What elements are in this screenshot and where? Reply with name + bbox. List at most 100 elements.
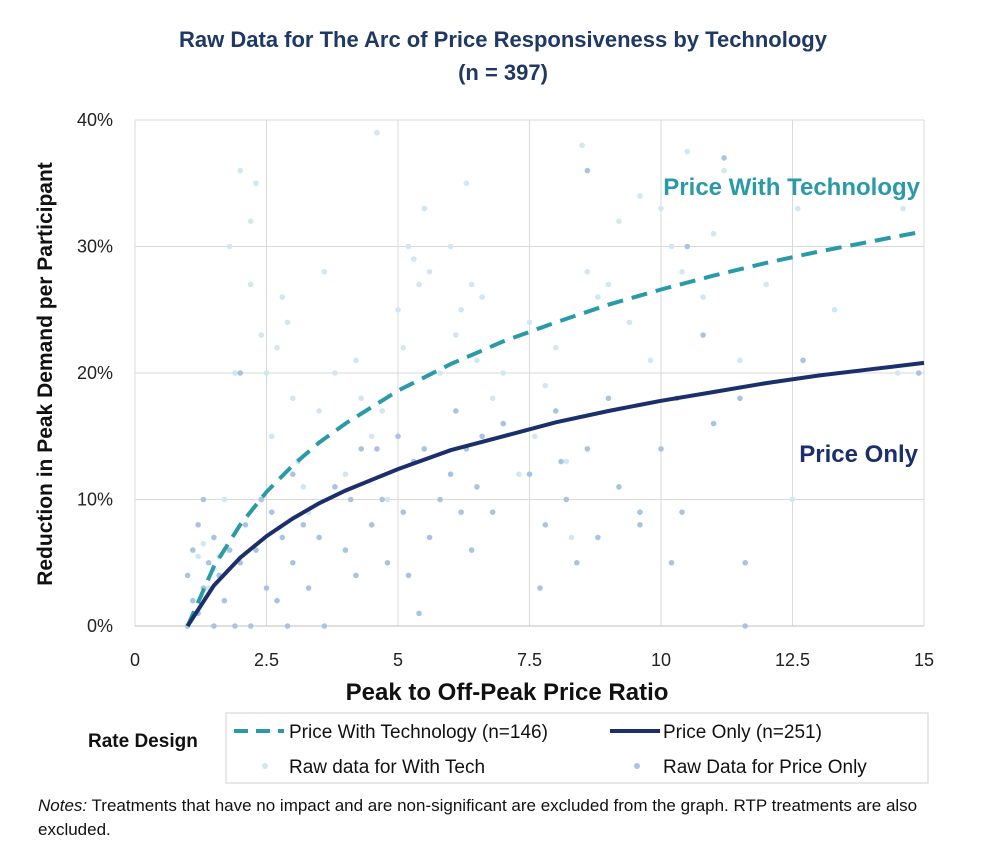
data-point-raw-data-for-with-tech — [395, 306, 401, 313]
data-point-raw-data-for-with-tech — [379, 408, 386, 414]
data-point-raw-data-for-price-only — [737, 395, 743, 402]
data-point-raw-data-for-with-tech — [426, 269, 433, 275]
data-point-raw-data-for-with-tech — [274, 344, 280, 351]
data-point-raw-data-for-price-only — [584, 446, 591, 452]
data-point-raw-data-for-price-only — [500, 420, 507, 427]
data-point-raw-data-for-price-only — [395, 433, 401, 440]
scatter-points — [184, 129, 922, 629]
data-point-raw-data-for-price-only — [574, 559, 580, 566]
data-point-raw-data-for-with-tech — [526, 319, 533, 326]
data-point-raw-data-for-with-tech — [737, 357, 743, 364]
data-point-raw-data-for-price-only — [342, 547, 349, 553]
data-point-raw-data-for-price-only — [453, 408, 459, 414]
fit-lines — [185, 229, 925, 628]
data-point-raw-data-for-with-tech — [253, 180, 259, 187]
data-point-raw-data-for-with-tech — [605, 281, 612, 288]
data-point-raw-data-for-with-tech — [453, 332, 459, 338]
data-point-raw-data-for-with-tech — [410, 256, 417, 262]
fit-line-with-technology — [185, 229, 925, 627]
data-point-raw-data-for-with-tech — [200, 540, 207, 547]
legend-label-raw-with-tech: Raw data for With Tech — [289, 757, 485, 778]
data-point-raw-data-for-with-tech — [279, 294, 286, 300]
data-point-raw-data-for-price-only — [190, 597, 196, 604]
data-point-raw-data-for-with-tech — [794, 205, 801, 212]
data-point-raw-data-for-price-only — [742, 623, 748, 629]
legend-label-raw-price-only: Raw Data for Price Only — [663, 757, 867, 778]
data-point-raw-data-for-with-tech — [421, 205, 428, 212]
data-point-raw-data-for-price-only — [184, 572, 191, 579]
data-point-raw-data-for-price-only — [537, 585, 543, 591]
data-point-raw-data-for-with-tech — [668, 243, 675, 250]
data-point-raw-data-for-with-tech — [290, 395, 296, 402]
data-point-raw-data-for-price-only — [316, 534, 322, 541]
data-point-raw-data-for-with-tech — [416, 281, 422, 288]
data-point-raw-data-for-with-tech — [894, 370, 901, 376]
data-point-raw-data-for-price-only — [211, 623, 217, 629]
data-point-raw-data-for-price-only — [637, 509, 643, 515]
legend-label-price-only: Price Only (n=251) — [663, 722, 822, 743]
data-point-raw-data-for-price-only — [305, 585, 312, 591]
x-tick-label: 10 — [651, 650, 671, 670]
data-point-raw-data-for-price-only — [458, 509, 464, 515]
data-point-raw-data-for-price-only — [347, 496, 354, 503]
data-point-raw-data-for-with-tech — [332, 370, 338, 376]
data-point-raw-data-for-price-only — [290, 559, 296, 566]
x-tick-label: 7.5 — [517, 650, 542, 670]
data-point-raw-data-for-with-tech — [342, 471, 349, 478]
data-point-raw-data-for-with-tech — [568, 534, 575, 541]
legend-marker-raw-price-only — [634, 763, 640, 769]
data-point-raw-data-for-with-tech — [247, 281, 254, 288]
x-tick-label: 15 — [914, 650, 934, 670]
data-point-raw-data-for-price-only — [200, 496, 207, 503]
data-point-raw-data-for-with-tech — [374, 129, 380, 136]
data-point-raw-data-for-with-tech — [679, 269, 685, 275]
data-point-raw-data-for-with-tech — [268, 433, 275, 440]
data-point-raw-data-for-price-only — [268, 509, 275, 515]
data-point-raw-data-for-price-only — [211, 534, 217, 541]
y-tick-label: 0% — [87, 616, 113, 636]
data-point-raw-data-for-price-only — [195, 522, 201, 528]
annotation-price-with-technology: Price With Technology — [663, 174, 920, 201]
data-point-raw-data-for-price-only — [358, 446, 364, 452]
data-point-raw-data-for-price-only — [595, 534, 601, 541]
data-point-raw-data-for-with-tech — [358, 395, 364, 402]
data-point-raw-data-for-with-tech — [500, 370, 507, 376]
data-point-raw-data-for-with-tech — [221, 496, 228, 503]
data-point-raw-data-for-price-only — [426, 534, 433, 541]
data-point-raw-data-for-with-tech — [763, 281, 769, 288]
data-point-raw-data-for-price-only — [553, 408, 559, 414]
data-point-raw-data-for-price-only — [368, 522, 375, 528]
y-tick-label: 10% — [77, 490, 113, 510]
data-point-raw-data-for-with-tech — [368, 433, 375, 440]
data-point-raw-data-for-price-only — [479, 433, 485, 440]
data-point-raw-data-for-with-tech — [489, 395, 496, 402]
y-tick-label: 20% — [77, 363, 113, 383]
x-tick-label: 0 — [130, 650, 140, 670]
legend-marker-raw-with-tech — [262, 763, 268, 769]
data-point-raw-data-for-with-tech — [553, 344, 559, 351]
data-point-raw-data-for-with-tech — [700, 294, 706, 300]
data-point-raw-data-for-price-only — [384, 559, 391, 566]
data-point-raw-data-for-price-only — [290, 471, 296, 478]
notes-label: Notes: — [38, 796, 88, 815]
data-point-raw-data-for-price-only — [700, 332, 706, 338]
y-tick-label: 40% — [77, 110, 113, 130]
data-point-raw-data-for-with-tech — [474, 357, 480, 364]
x-tick-label: 5 — [393, 650, 403, 670]
data-point-raw-data-for-price-only — [605, 395, 612, 402]
x-axis-label: Peak to Off-Peak Price Ratio — [346, 679, 669, 706]
chart-title: Raw Data for The Arc of Price Responsive… — [179, 27, 828, 52]
data-point-raw-data-for-with-tech — [684, 148, 691, 155]
data-point-raw-data-for-price-only — [616, 484, 622, 490]
chart: Raw Data for The Arc of Price Responsive… — [34, 27, 934, 784]
data-point-raw-data-for-price-only — [474, 484, 480, 490]
data-point-raw-data-for-price-only — [190, 547, 196, 553]
x-tick-label: 12.5 — [775, 650, 810, 670]
y-tick-label: 30% — [77, 237, 113, 257]
data-point-raw-data-for-price-only — [447, 471, 454, 478]
legend-box — [225, 712, 929, 784]
data-point-raw-data-for-with-tech — [226, 243, 233, 250]
data-point-raw-data-for-price-only — [237, 370, 243, 376]
data-point-raw-data-for-price-only — [405, 572, 412, 579]
data-point-raw-data-for-with-tech — [405, 243, 412, 250]
